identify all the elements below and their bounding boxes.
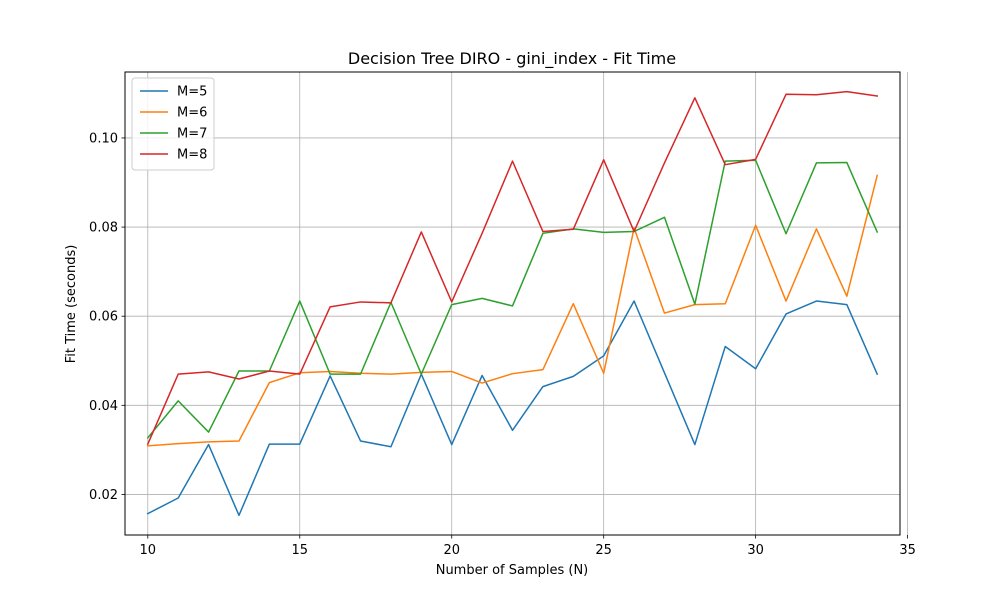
x-tick-label: 30	[747, 543, 764, 558]
legend-label: M=7	[177, 127, 207, 142]
plot-frame	[124, 71, 901, 536]
x-tick-label: 10	[140, 543, 157, 558]
series-line-m6	[146, 174, 879, 447]
x-tick-label: 25	[595, 543, 612, 558]
legend-label: M=8	[177, 148, 207, 163]
axis-ticks: 10 15 20 25 30 35 0.02 0.04 0.06 0.08 0.10	[89, 131, 916, 558]
series-line-m8	[146, 90, 879, 446]
y-tick-label: 0.06	[89, 310, 118, 325]
y-axis-label: Fit Time (seconds)	[64, 245, 79, 364]
legend-label: M=5	[177, 85, 207, 100]
x-tick-label: 20	[443, 543, 460, 558]
legend: M=5 M=6 M=7 M=8	[131, 77, 215, 171]
y-tick-label: 0.10	[89, 131, 118, 146]
chart-title: Decision Tree DIRO - gini_index - Fit Ti…	[348, 49, 676, 69]
legend-box	[131, 77, 215, 171]
x-tick-label: 35	[899, 543, 916, 558]
series-line-m5	[146, 300, 879, 517]
grid	[125, 72, 908, 535]
y-tick-label: 0.02	[89, 488, 118, 503]
series-lines	[146, 90, 879, 517]
legend-label: M=6	[177, 106, 207, 121]
y-tick-label: 0.08	[89, 221, 118, 236]
x-axis-label: Number of Samples (N)	[436, 563, 589, 578]
y-tick-label: 0.04	[89, 399, 118, 414]
x-tick-label: 15	[291, 543, 308, 558]
